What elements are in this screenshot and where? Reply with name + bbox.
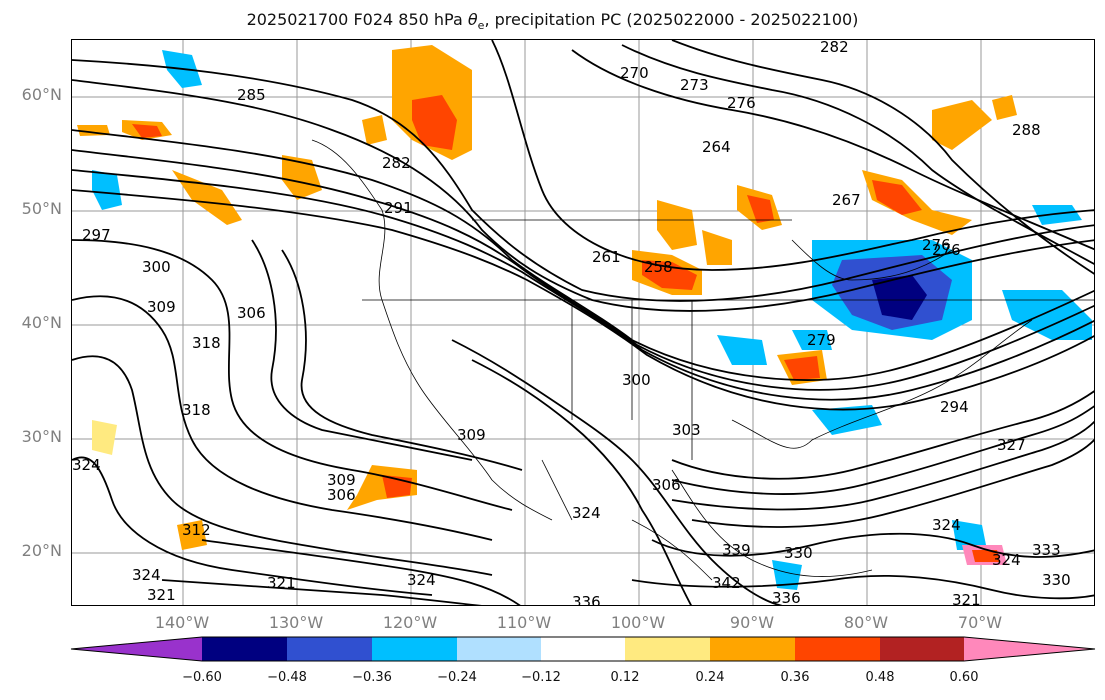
contour-label: 270	[620, 64, 649, 82]
contour-label: 342	[712, 574, 741, 592]
colorbar-tick: 0.48	[865, 670, 895, 685]
colorbar-tick: −0.12	[521, 670, 561, 685]
colorbar-over-arrow	[964, 637, 1095, 661]
contour-label: 321	[952, 591, 981, 606]
colorbar-bin	[710, 637, 795, 661]
contour-label: 318	[182, 401, 211, 419]
contour-label: 339	[722, 541, 751, 559]
colorbar-bin	[202, 637, 287, 661]
precip-shading	[77, 45, 1092, 590]
contour-label: 294	[940, 398, 969, 416]
colorbar-bin	[372, 637, 457, 661]
contour-label: 324	[407, 571, 436, 589]
lat-label-40n: 40°N	[21, 313, 62, 332]
contour-label: 258	[644, 258, 673, 276]
contour-label: 276	[932, 241, 961, 259]
contour-label: 330	[1042, 571, 1071, 589]
contour-label: 309	[327, 471, 356, 489]
contour-label: 321	[147, 586, 176, 604]
contour-label: 300	[622, 371, 651, 389]
colorbar-bin	[457, 637, 541, 661]
colorbar-tick: −0.24	[437, 670, 477, 685]
map-panel: 270 273 276 282 282 285 288 291 297 300 …	[71, 39, 1095, 606]
contour-label: 324	[572, 504, 601, 522]
colorbar-tick: 0.12	[610, 670, 640, 685]
contour-label: 264	[702, 138, 731, 156]
colorbar-bin	[795, 637, 880, 661]
contour-label: 309	[147, 298, 176, 316]
lon-label-100w: 100°W	[610, 613, 666, 632]
contour-label: 291	[384, 199, 413, 217]
contour-label: 261	[592, 248, 621, 266]
contour-label: 321	[267, 574, 296, 592]
contour-label: 276	[922, 236, 951, 254]
contour-label: 318	[192, 334, 221, 352]
contour-label: 297	[82, 226, 111, 244]
map-svg: 270 273 276 282 282 285 288 291 297 300 …	[72, 40, 1094, 606]
colorbar-under-arrow	[71, 637, 202, 661]
contour-label: 333	[1032, 541, 1061, 559]
colorbar-tick: 0.36	[780, 670, 810, 685]
contour-label: 324	[72, 456, 101, 474]
chart-title: 2025021700 F024 850 hPa θe, precipitatio…	[246, 10, 859, 33]
coastlines	[311, 139, 1094, 581]
contour-label: 327	[997, 436, 1026, 454]
contour-label: 324	[932, 516, 961, 534]
contour-label: 336	[572, 593, 601, 606]
contour-label: 276	[727, 94, 756, 112]
lon-label-90w: 90°W	[729, 613, 775, 632]
lat-label-20n: 20°N	[21, 541, 62, 560]
contour-label: 282	[382, 154, 411, 172]
contour-label: 282	[820, 40, 849, 56]
contour-label: 336	[772, 589, 801, 606]
colorbar-bin	[625, 637, 710, 661]
colorbar	[70, 636, 1096, 662]
lon-label-140w: 140°W	[154, 613, 210, 632]
contour-label: 306	[237, 304, 266, 322]
contour-label: 312	[182, 521, 211, 539]
contour-label: 306	[327, 486, 356, 504]
contour-label: 303	[672, 421, 701, 439]
colorbar-tick: 0.24	[695, 670, 725, 685]
colorbar-tick: 0.60	[949, 670, 979, 685]
contour-label: 306	[652, 476, 681, 494]
lon-label-70w: 70°W	[957, 613, 1003, 632]
lat-label-60n: 60°N	[21, 85, 62, 104]
contour-label: 324	[992, 551, 1021, 569]
lon-label-130w: 130°W	[268, 613, 324, 632]
contour-label: 300	[142, 258, 171, 276]
contour-label: 309	[457, 426, 486, 444]
contour-label: 324	[132, 566, 161, 584]
colorbar-bin	[541, 637, 625, 661]
lon-label-110w: 110°W	[496, 613, 552, 632]
contour-label: 279	[807, 331, 836, 349]
contour-label: 285	[237, 86, 266, 104]
contour-label: 273	[680, 76, 709, 94]
colorbar-tick: −0.48	[267, 670, 307, 685]
lon-label-80w: 80°W	[843, 613, 889, 632]
contour-label: 330	[784, 544, 813, 562]
colorbar-bin	[880, 637, 964, 661]
contour-label: 288	[1012, 121, 1041, 139]
colorbar-bin	[287, 637, 372, 661]
lat-label-50n: 50°N	[21, 199, 62, 218]
contour-labels: 270 273 276 282 282 285 288 291 297 300 …	[72, 40, 1071, 606]
theta-e-contours	[72, 40, 1094, 605]
colorbar-tick: −0.36	[352, 670, 392, 685]
colorbar-tick: −0.60	[182, 670, 222, 685]
lat-label-30n: 30°N	[21, 427, 62, 446]
contour-label: 267	[832, 191, 861, 209]
lon-label-120w: 120°W	[382, 613, 438, 632]
